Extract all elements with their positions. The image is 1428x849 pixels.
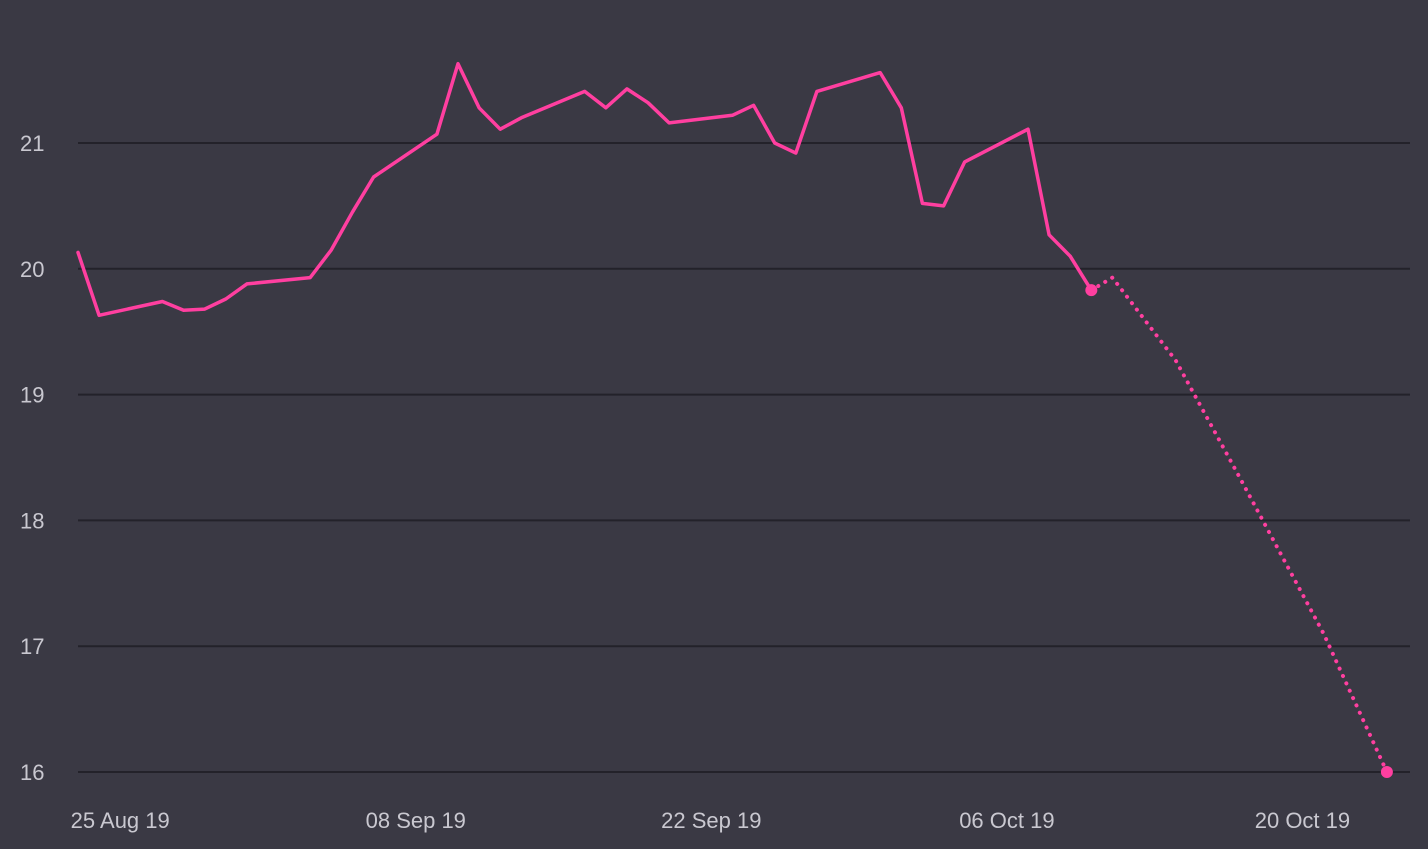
grid-lines bbox=[78, 142, 1410, 773]
y-tick-label: 20 bbox=[20, 257, 44, 282]
x-tick-label: 06 Oct 19 bbox=[959, 808, 1054, 833]
x-tick-label: 20 Oct 19 bbox=[1255, 808, 1350, 833]
point-marker bbox=[1380, 766, 1393, 778]
y-tick-label: 16 bbox=[20, 760, 44, 785]
series-markers bbox=[1085, 284, 1393, 778]
x-tick-label: 25 Aug 19 bbox=[71, 808, 170, 833]
y-axis-ticks: 16 17 18 19 20 21 bbox=[20, 131, 44, 785]
series-line bbox=[76, 61, 1094, 318]
y-tick-label: 17 bbox=[20, 634, 44, 659]
x-axis-ticks: 25 Aug 19 08 Sep 19 22 Sep 19 06 Oct 19 20 O… bbox=[71, 808, 1350, 833]
point-marker bbox=[1085, 284, 1098, 297]
y-tick-label: 19 bbox=[20, 383, 44, 408]
y-tick-label: 21 bbox=[20, 131, 44, 156]
series-lines bbox=[76, 61, 1389, 774]
x-tick-label: 08 Sep 19 bbox=[366, 808, 466, 833]
y-tick-label: 18 bbox=[20, 508, 44, 533]
forecast-series-line bbox=[1089, 275, 1389, 774]
x-tick-label: 22 Sep 19 bbox=[661, 808, 761, 833]
